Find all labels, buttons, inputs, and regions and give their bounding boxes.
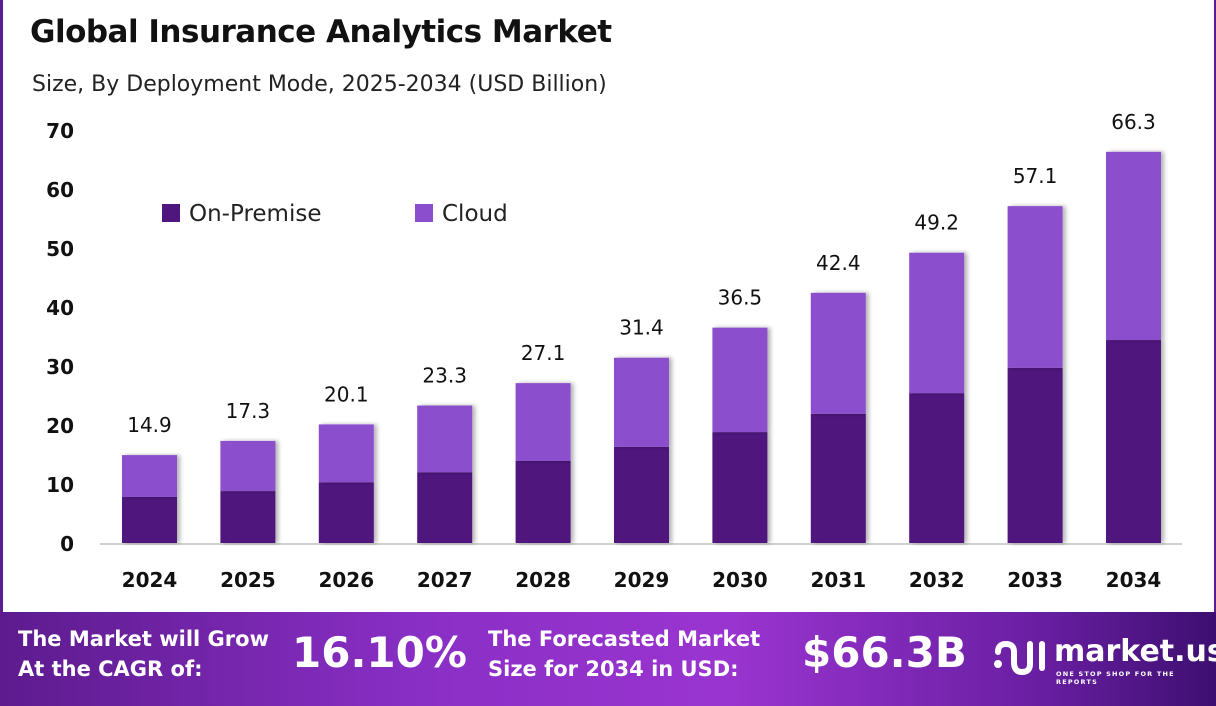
bar-cloud-2026 — [318, 424, 374, 483]
total-label: 36.5 — [718, 286, 763, 310]
market-us-logo-icon — [994, 640, 1045, 676]
y-tick-label: 20 — [46, 414, 74, 438]
bar-on-premise-2031 — [810, 413, 866, 543]
x-tick-label: 2029 — [614, 568, 670, 592]
cagr-value: 16.10% — [292, 628, 467, 677]
x-tick-label: 2034 — [1106, 568, 1162, 592]
y-tick-label: 10 — [46, 473, 74, 497]
size-label-line2: Size for 2034 in USD: — [488, 657, 739, 681]
legend-label: On-Premise — [189, 201, 321, 227]
x-tick-label: 2028 — [515, 568, 571, 592]
x-tick-label: 2031 — [810, 568, 866, 592]
x-tick-label: 2030 — [712, 568, 768, 592]
cagr-label-line2: At the CAGR of: — [18, 657, 203, 681]
bar-on-premise-2034 — [1106, 340, 1161, 543]
y-tick-label: 0 — [60, 532, 74, 556]
total-label: 27.1 — [521, 341, 566, 365]
x-tick-label: 2032 — [909, 568, 965, 592]
bar-on-premise-2026 — [318, 482, 374, 543]
total-label: 23.3 — [422, 364, 467, 388]
bar-cloud-2034 — [1106, 151, 1161, 341]
x-tick-label: 2033 — [1007, 568, 1063, 592]
legend-swatch-cloud — [415, 204, 433, 222]
bar-cloud-2033 — [1007, 206, 1063, 368]
cagr-label: The Market will Grow At the CAGR of: — [18, 624, 269, 684]
y-tick-label: 40 — [46, 296, 74, 320]
total-label: 57.1 — [1013, 164, 1058, 188]
bar-on-premise-2033 — [1007, 367, 1063, 543]
bar-cloud-2024 — [122, 455, 177, 497]
bar-cloud-2025 — [220, 440, 276, 492]
x-tick-label: 2025 — [220, 568, 276, 592]
size-label-line1: The Forecasted Market — [488, 627, 761, 651]
bar-on-premise-2027 — [417, 472, 473, 543]
bar-cloud-2030 — [712, 327, 768, 433]
total-label: 49.2 — [914, 211, 959, 235]
y-tick-label: 50 — [46, 237, 74, 261]
y-tick-label: 70 — [46, 119, 74, 143]
x-tick-label: 2027 — [417, 568, 473, 592]
total-label: 66.3 — [1111, 110, 1156, 134]
legend-swatch-on-premise — [162, 204, 180, 222]
brand-tagline: ONE STOP SHOP FOR THE REPORTS — [1056, 670, 1175, 686]
size-value: $66.3B — [802, 628, 967, 677]
y-tick-label: 30 — [46, 355, 74, 379]
bar-cloud-2032 — [909, 252, 965, 394]
x-tick-label: 2026 — [318, 568, 374, 592]
brand-name: market.us — [1054, 634, 1216, 669]
chart-title: Global Insurance Analytics Market — [30, 14, 612, 50]
bar-cloud-2028 — [515, 383, 571, 461]
footer-banner: The Market will Grow At the CAGR of: 16.… — [0, 612, 1216, 706]
bar-on-premise-2028 — [515, 460, 571, 543]
total-label: 14.9 — [127, 413, 172, 437]
total-label: 20.1 — [324, 382, 369, 406]
cagr-label-line1: The Market will Grow — [18, 627, 269, 651]
bar-on-premise-2030 — [712, 432, 768, 543]
bar-on-premise-2024 — [122, 496, 177, 543]
bar-chart: 01020304050607014.9202417.3202520.120262… — [46, 110, 1182, 592]
total-label: 31.4 — [619, 316, 664, 340]
legend-label: Cloud — [442, 201, 508, 227]
y-tick-label: 60 — [46, 178, 74, 202]
bar-on-premise-2025 — [220, 491, 276, 543]
chart-subtitle: Size, By Deployment Mode, 2025-2034 (USD… — [32, 72, 607, 97]
bar-cloud-2027 — [417, 405, 473, 473]
bar-cloud-2029 — [614, 357, 669, 447]
size-label: The Forecasted Market Size for 2034 in U… — [488, 624, 760, 684]
total-label: 42.4 — [816, 251, 861, 275]
bar-cloud-2031 — [810, 292, 866, 414]
total-label: 17.3 — [226, 399, 271, 423]
bar-on-premise-2032 — [909, 393, 965, 543]
bar-on-premise-2029 — [614, 446, 669, 543]
x-tick-label: 2024 — [122, 568, 178, 592]
